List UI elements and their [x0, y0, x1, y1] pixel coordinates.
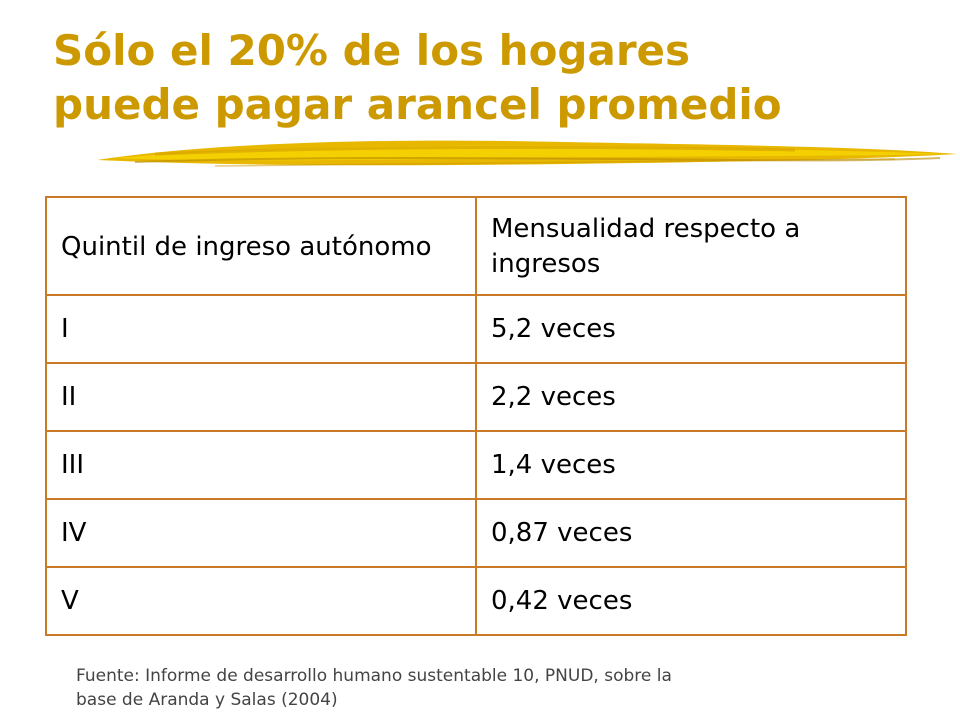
ratio-cell: 0,87 veces	[475, 498, 907, 568]
slide-title-line-2: puede pagar arancel promedio	[53, 80, 782, 129]
ratio-cell: 2,2 veces	[475, 362, 907, 432]
slide-title-line-1: Sólo el 20% de los hogares	[53, 26, 691, 75]
table-row: V 0,42 veces	[45, 566, 907, 636]
table-row: III 1,4 veces	[45, 430, 907, 500]
table-header-row: Quintil de ingreso autónomo Mensualidad …	[45, 196, 907, 296]
table-row: I 5,2 veces	[45, 294, 907, 364]
quintile-cell: IV	[45, 498, 477, 568]
table-header-monthly-fee: Mensualidad respecto a ingresos	[475, 196, 907, 296]
quintile-cell: III	[45, 430, 477, 500]
quintile-cell: I	[45, 294, 477, 364]
income-quintile-table: Quintil de ingreso autónomo Mensualidad …	[45, 196, 907, 636]
source-note-line-2: base de Aranda y Salas (2004)	[76, 690, 338, 710]
brush-stroke-underline	[97, 140, 957, 167]
table-header-quintile: Quintil de ingreso autónomo	[45, 196, 477, 296]
ratio-cell: 5,2 veces	[475, 294, 907, 364]
ratio-cell: 1,4 veces	[475, 430, 907, 500]
quintile-cell: V	[45, 566, 477, 636]
slide-title: Sólo el 20% de los hogares puede pagar a…	[53, 24, 933, 132]
source-note: Fuente: Informe de desarrollo humano sus…	[76, 664, 876, 712]
source-note-line-1: Fuente: Informe de desarrollo humano sus…	[76, 666, 672, 686]
table-row: IV 0,87 veces	[45, 498, 907, 568]
quintile-cell: II	[45, 362, 477, 432]
ratio-cell: 0,42 veces	[475, 566, 907, 636]
table-row: II 2,2 veces	[45, 362, 907, 432]
